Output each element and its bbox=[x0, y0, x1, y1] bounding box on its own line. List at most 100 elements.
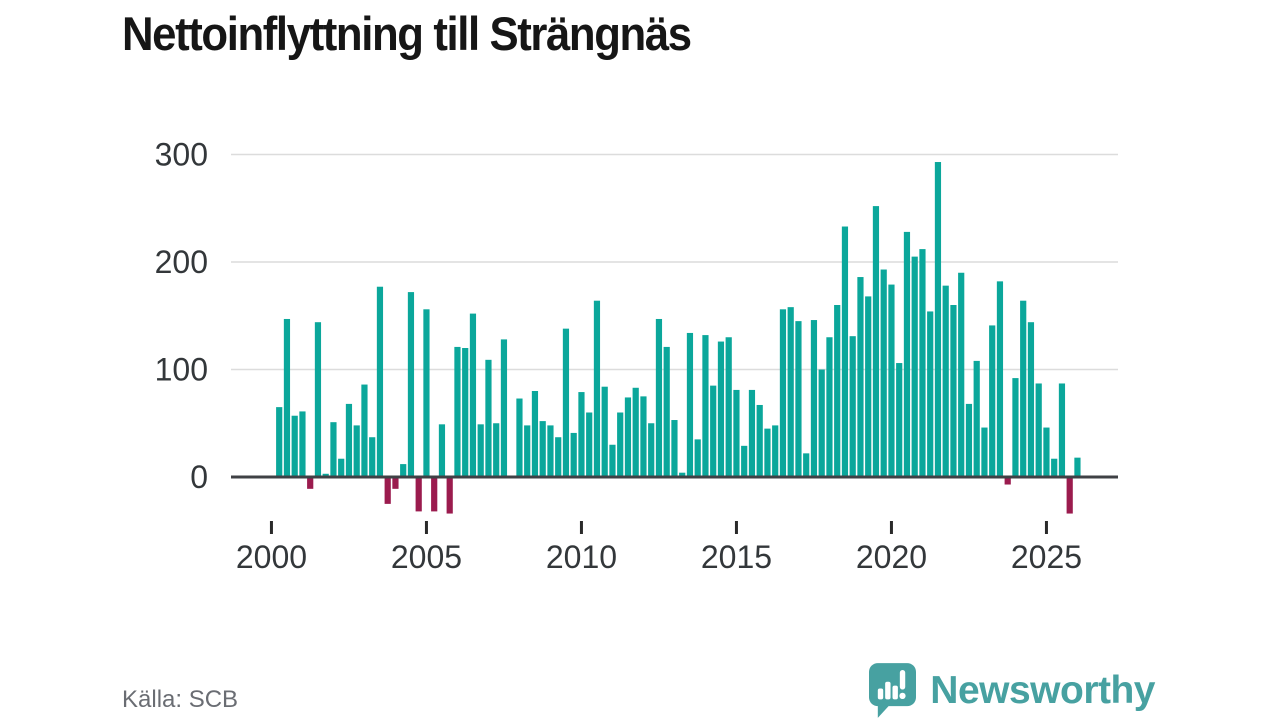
bar-2008Q2 bbox=[524, 425, 531, 477]
bar-2011Q4 bbox=[632, 387, 639, 477]
bar-2018Q2 bbox=[834, 305, 841, 477]
bar-2010Q3 bbox=[593, 300, 601, 477]
bar-2000Q2 bbox=[276, 407, 283, 477]
bar-2002Q2 bbox=[338, 458, 345, 477]
bar-2013Q3 bbox=[686, 332, 694, 477]
bar-2021Q3 bbox=[934, 162, 942, 477]
bar-2016Q1 bbox=[764, 428, 771, 477]
x-tick-2010 bbox=[579, 521, 583, 534]
bar-2000Q3 bbox=[283, 318, 291, 477]
y-tick-label-0: 0 bbox=[190, 459, 208, 495]
bar-2017Q2 bbox=[803, 453, 810, 477]
bar-2002Q1 bbox=[330, 422, 337, 477]
bar-2008Q1 bbox=[516, 398, 523, 477]
x-tick-2005 bbox=[424, 521, 428, 534]
bar-2004Q3 bbox=[407, 292, 415, 477]
bar-2026Q1 bbox=[1074, 457, 1081, 477]
bar-2025Q3 bbox=[1058, 383, 1066, 477]
bar-2004Q4 bbox=[415, 477, 422, 512]
bar-2002Q4 bbox=[353, 425, 360, 477]
bar-2011Q2 bbox=[617, 412, 624, 477]
bar-2020Q4 bbox=[911, 256, 918, 477]
bar-2007Q2 bbox=[493, 423, 500, 477]
bar-2024Q2 bbox=[1020, 300, 1027, 477]
bar-2004Q2 bbox=[400, 464, 407, 477]
x-tick-label-2000: 2000 bbox=[236, 539, 307, 575]
bar-2023Q3 bbox=[996, 281, 1004, 477]
bar-2015Q3 bbox=[748, 389, 756, 477]
bar-2007Q1 bbox=[485, 359, 492, 477]
bar-chart: 0 100 200 300 2000 2005 2010 2015 2020 2025 bbox=[0, 115, 1280, 585]
bar-2003Q1 bbox=[361, 384, 368, 477]
bar-2003Q3 bbox=[376, 286, 384, 477]
logo-bar-1 bbox=[878, 688, 884, 700]
x-axis-line bbox=[231, 475, 1118, 479]
logo-exclamation-dot bbox=[899, 692, 906, 700]
bar-2011Q3 bbox=[624, 397, 632, 477]
bar-2019Q3 bbox=[872, 206, 880, 477]
y-tick-label-300: 300 bbox=[155, 137, 208, 173]
bar-2017Q4 bbox=[818, 369, 825, 477]
brand-wordmark: Newsworthy bbox=[930, 668, 1155, 712]
bar-2018Q4 bbox=[849, 336, 856, 477]
bar-2023Q4 bbox=[1004, 477, 1011, 485]
x-tick-2025 bbox=[1044, 521, 1048, 534]
x-tick-label-2025: 2025 bbox=[1011, 539, 1082, 575]
bar-2006Q4 bbox=[477, 424, 484, 477]
bar-2024Q1 bbox=[1012, 378, 1019, 477]
bar-2009Q1 bbox=[547, 425, 554, 477]
bar-2014Q3 bbox=[717, 341, 725, 477]
bar-2008Q3 bbox=[531, 391, 539, 477]
bar-2003Q2 bbox=[369, 437, 376, 477]
bar-2015Q1 bbox=[733, 389, 740, 477]
bar-2005Q2 bbox=[431, 477, 438, 512]
source-label: Källa: SCB bbox=[122, 686, 239, 713]
bar-2025Q2 bbox=[1051, 458, 1058, 477]
bar-2025Q1 bbox=[1043, 427, 1050, 477]
bar-2020Q2 bbox=[896, 363, 903, 477]
bar-2025Q4 bbox=[1066, 477, 1073, 514]
x-tick-label-2005: 2005 bbox=[391, 539, 462, 575]
bar-2002Q3 bbox=[345, 403, 353, 477]
y-tick-label-100: 100 bbox=[155, 352, 208, 388]
bar-2018Q3 bbox=[841, 226, 849, 477]
bar-2014Q2 bbox=[710, 385, 717, 477]
bar-2017Q3 bbox=[810, 320, 818, 477]
bar-2001Q4 bbox=[322, 473, 329, 477]
x-tick-2015 bbox=[734, 521, 738, 534]
bar-2011Q1 bbox=[609, 444, 616, 477]
bar-2010Q4 bbox=[601, 386, 608, 477]
logo-bar-2 bbox=[885, 681, 891, 700]
bar-2023Q1 bbox=[981, 427, 988, 477]
bar-2006Q1 bbox=[454, 346, 461, 477]
bar-2004Q1 bbox=[392, 477, 399, 489]
bar-2012Q3 bbox=[655, 318, 663, 477]
bar-2005Q3 bbox=[438, 424, 446, 477]
bar-2019Q1 bbox=[857, 277, 864, 477]
bar-2016Q3 bbox=[779, 309, 787, 477]
y-tick-label-200: 200 bbox=[155, 244, 208, 280]
bar-2009Q2 bbox=[555, 437, 562, 477]
bar-2009Q3 bbox=[562, 328, 570, 477]
bar-2005Q4 bbox=[446, 477, 453, 514]
bar-2022Q3 bbox=[965, 403, 973, 477]
bar-2000Q4 bbox=[291, 415, 298, 477]
newsworthy-brand: Newsworthy bbox=[869, 663, 1155, 718]
x-tick-2000 bbox=[269, 521, 273, 534]
bar-2006Q3 bbox=[469, 313, 477, 477]
bar-2019Q2 bbox=[865, 296, 872, 477]
bar-2021Q1 bbox=[919, 249, 926, 477]
bar-2015Q4 bbox=[756, 404, 763, 477]
bar-2010Q1 bbox=[578, 392, 585, 477]
bar-2019Q4 bbox=[880, 269, 887, 477]
bar-2021Q4 bbox=[942, 285, 949, 477]
logo-bar-3 bbox=[892, 685, 899, 700]
bar-2015Q2 bbox=[741, 445, 748, 477]
bar-2024Q3 bbox=[1027, 322, 1035, 477]
bar-2013Q4 bbox=[694, 439, 701, 477]
bar-2005Q1 bbox=[423, 309, 430, 477]
x-tick-label-2020: 2020 bbox=[856, 539, 927, 575]
bar-2012Q1 bbox=[640, 396, 647, 477]
x-tick-2020 bbox=[889, 521, 893, 534]
bar-2016Q4 bbox=[787, 307, 794, 477]
